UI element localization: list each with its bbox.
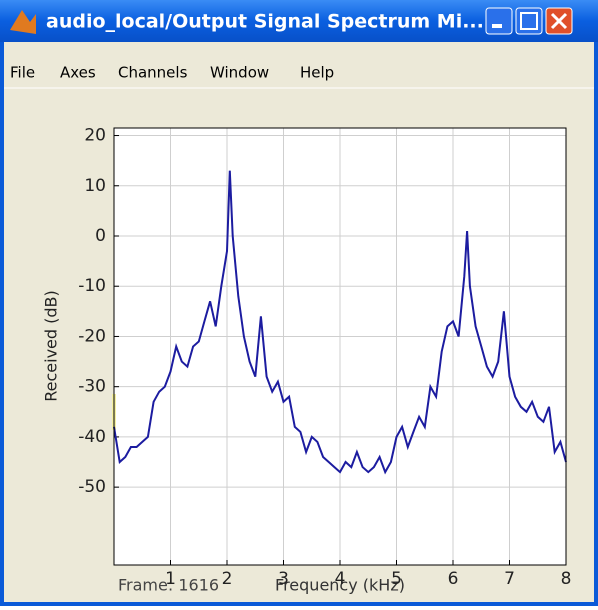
x-tick-label: 2 bbox=[222, 569, 233, 589]
close-icon bbox=[550, 12, 568, 30]
y-tick-label: -40 bbox=[78, 427, 106, 447]
y-tick-label: -30 bbox=[78, 377, 106, 397]
menu-item[interactable]: File bbox=[10, 64, 35, 82]
x-tick-label: 8 bbox=[561, 569, 572, 589]
spectrum-line bbox=[113, 170, 567, 475]
app-icon bbox=[10, 10, 36, 34]
x-tick-label: 7 bbox=[504, 569, 515, 589]
x-tick-label: 1 bbox=[165, 569, 176, 589]
frame-annotation: Frame: 1616 bbox=[118, 576, 219, 595]
maximize-button[interactable] bbox=[515, 7, 543, 35]
y-tick-label: 20 bbox=[84, 126, 106, 146]
x-tick-label: 3 bbox=[278, 569, 289, 589]
x-tick-label: 4 bbox=[335, 569, 346, 589]
minimize-icon bbox=[492, 24, 502, 28]
menu-item[interactable]: Window bbox=[210, 64, 269, 82]
y-tick-label: 10 bbox=[84, 176, 106, 196]
maximize-icon bbox=[520, 12, 538, 30]
x-tick-label: 5 bbox=[391, 569, 402, 589]
y-axis-label: Received (dB) bbox=[42, 290, 61, 402]
plot-border bbox=[113, 127, 567, 566]
window-title: audio_local/Output Signal Spectrum Mi... bbox=[46, 11, 484, 33]
y-tick-label: -10 bbox=[78, 276, 106, 296]
x-axis-label: Frequency (kHz) bbox=[275, 576, 405, 595]
menu-item[interactable]: Channels bbox=[118, 64, 188, 82]
y-tick-label: 0 bbox=[95, 226, 106, 246]
minimize-button[interactable] bbox=[485, 7, 513, 35]
menu-item[interactable]: Axes bbox=[60, 64, 96, 82]
y-tick-label: -50 bbox=[78, 477, 106, 497]
y-tick-label: -20 bbox=[78, 326, 106, 346]
menu-bar bbox=[4, 58, 594, 86]
x-tick-label: 6 bbox=[448, 569, 459, 589]
menu-item[interactable]: Help bbox=[300, 64, 334, 82]
